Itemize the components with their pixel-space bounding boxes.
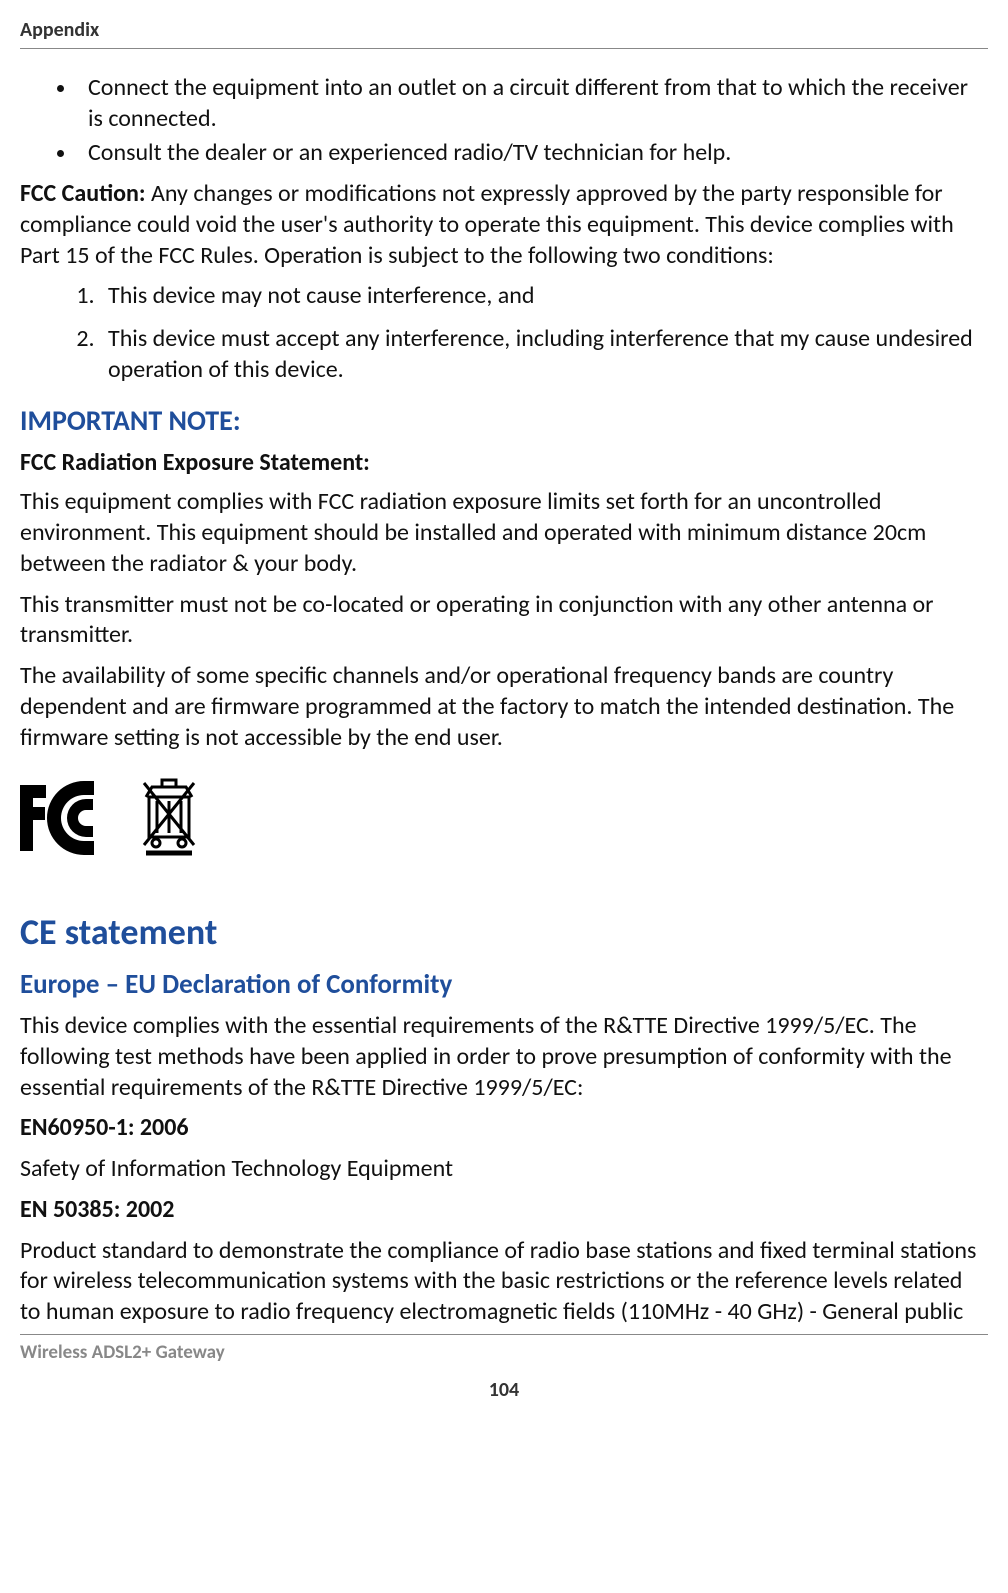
- important-note-heading: IMPORTANT NOTE:: [20, 403, 988, 438]
- list-item: Connect the equipment into an outlet on …: [78, 73, 988, 134]
- footer-product-name: Wireless ADSL2+ Gateway: [20, 1341, 225, 1364]
- body-paragraph: The availability of some specific channe…: [20, 661, 988, 753]
- logo-row: [20, 775, 988, 862]
- list-item: Consult the dealer or an experienced rad…: [78, 138, 988, 169]
- page-header-title: Appendix: [20, 18, 988, 48]
- page-container: Appendix Connect the equipment into an o…: [0, 0, 1008, 1422]
- standard-label: EN60950-1: 2006: [20, 1113, 988, 1144]
- eu-declaration-heading: Europe – EU Declaration of Conformity: [20, 968, 988, 1001]
- body-paragraph: This transmitter must not be co-located …: [20, 590, 988, 651]
- ce-statement-heading: CE statement: [20, 910, 988, 954]
- body-paragraph: This equipment complies with FCC radiati…: [20, 487, 988, 579]
- body-paragraph: Product standard to demonstrate the comp…: [20, 1236, 988, 1328]
- bullet-list: Connect the equipment into an outlet on …: [78, 73, 988, 169]
- body-paragraph: Safety of Information Technology Equipme…: [20, 1154, 988, 1185]
- body-paragraph: This device complies with the essential …: [20, 1011, 988, 1103]
- list-item: This device must accept any interference…: [100, 324, 988, 385]
- fcc-caution-label: FCC Caution:: [20, 179, 146, 208]
- fcc-caution-paragraph: FCC Caution: Any changes or modification…: [20, 179, 988, 271]
- footer-row: Wireless ADSL2+ Gateway: [20, 1335, 988, 1364]
- fcc-logo-icon: [20, 779, 130, 862]
- weee-logo-icon: [138, 775, 200, 862]
- fcc-radiation-heading: FCC Radiation Exposure Statement:: [20, 448, 988, 477]
- fcc-caution-text: Any changes or modifications not express…: [20, 179, 954, 269]
- conditions-list: This device may not cause interference, …: [100, 281, 988, 385]
- list-item: This device may not cause interference, …: [100, 281, 988, 312]
- page-number: 104: [20, 1378, 988, 1402]
- header-rule: [20, 48, 988, 49]
- standard-label: EN 50385: 2002: [20, 1195, 988, 1226]
